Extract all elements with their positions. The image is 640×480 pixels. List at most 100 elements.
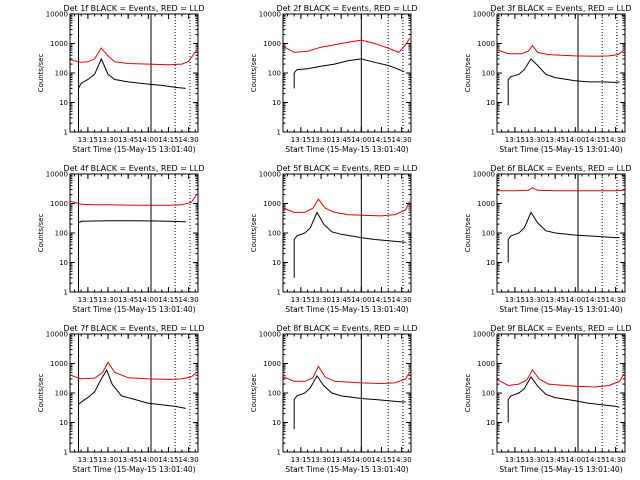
- detector-panel-1: Det 1f BLACK = Events, RED = LLD Counts/s…: [37, 4, 205, 154]
- panel-title: Det 8f BLACK = Events, RED = LLD: [276, 324, 417, 333]
- y-axis-label: Counts/sec: [464, 54, 472, 93]
- detector-panel-4: Det 4f BLACK = Events, RED = LLD Counts/s…: [37, 164, 205, 314]
- y-tick-label: 10000: [473, 331, 495, 339]
- series-red-line: [497, 44, 625, 57]
- x-tick-label: 14:00: [351, 136, 371, 144]
- x-axis-label: Start Time (15-May-15 13:01:40): [72, 145, 195, 154]
- y-tick-label: 10: [272, 259, 281, 267]
- x-tick-label: 13:45: [545, 296, 565, 304]
- y-tick-label: 10000: [46, 331, 68, 339]
- series-red-line: [283, 38, 411, 53]
- panel-title: Det 4f BLACK = Events, RED = LLD: [63, 164, 204, 173]
- x-tick-label: 13:15: [291, 456, 311, 464]
- x-tick-label: 14:00: [565, 296, 585, 304]
- y-tick-label: 1: [277, 289, 281, 297]
- x-tick-label: 14:00: [565, 456, 585, 464]
- y-tick-label: 10000: [259, 11, 281, 19]
- x-tick-label: 14:15: [371, 296, 391, 304]
- series-red-line: [283, 198, 411, 217]
- plot-frame: [282, 333, 412, 453]
- series-black-line: [293, 374, 406, 429]
- x-tick-label: 14:00: [351, 296, 371, 304]
- detector-panel-9: Det 9f BLACK = Events, RED = LLD Counts/s…: [464, 324, 632, 474]
- x-tick-label: 13:30: [311, 456, 331, 464]
- x-tick-label: 13:30: [311, 136, 331, 144]
- x-tick-label: 14:30: [179, 296, 199, 304]
- series-black-line: [78, 368, 186, 435]
- y-tick-label: 10000: [473, 171, 495, 179]
- x-tick-label: 13:30: [525, 456, 545, 464]
- x-axis-label: Start Time (15-May-15 13:01:40): [285, 465, 408, 474]
- x-tick-label: 14:30: [392, 296, 412, 304]
- plot-frame: [496, 13, 626, 133]
- x-tick-label: 13:45: [118, 296, 138, 304]
- x-tick-label: 14:15: [585, 296, 605, 304]
- panel-title: Det 2f BLACK = Events, RED = LLD: [276, 4, 417, 13]
- y-tick-label: 10: [272, 419, 281, 427]
- x-tick-label: 13:15: [78, 136, 98, 144]
- series-black-line: [78, 57, 186, 112]
- y-axis-label: Counts/sec: [250, 374, 258, 413]
- x-tick-label: 14:15: [585, 136, 605, 144]
- y-tick-label: 1000: [477, 360, 495, 368]
- x-axis-label: Start Time (15-May-15 13:01:40): [285, 145, 408, 154]
- y-axis-label: Counts/sec: [37, 214, 45, 253]
- detector-panel-3: Det 3f BLACK = Events, RED = LLD Counts/s…: [464, 4, 632, 154]
- series-black-line: [507, 375, 620, 423]
- y-tick-label: 100: [482, 390, 495, 398]
- x-tick-label: 13:30: [98, 456, 118, 464]
- series-black-line: [507, 58, 620, 106]
- y-tick-label: 1000: [477, 200, 495, 208]
- y-tick-label: 1000: [50, 200, 68, 208]
- x-tick-label: 14:15: [158, 136, 178, 144]
- x-tick-label: 14:15: [371, 456, 391, 464]
- detector-panel-7: Det 7f BLACK = Events, RED = LLD Counts/s…: [37, 324, 205, 474]
- detector-panel-5: Det 5f BLACK = Events, RED = LLD Counts/s…: [250, 164, 418, 314]
- x-tick-label: 13:15: [291, 136, 311, 144]
- x-tick-label: 14:30: [179, 136, 199, 144]
- series-red-line: [70, 194, 198, 206]
- y-tick-label: 10: [59, 99, 68, 107]
- x-tick-label: 14:15: [585, 456, 605, 464]
- detector-panel-6: Det 6f BLACK = Events, RED = LLD Counts/s…: [464, 164, 632, 314]
- panel-title: Det 7f BLACK = Events, RED = LLD: [63, 324, 204, 333]
- series-red-line: [497, 369, 625, 388]
- x-tick-label: 13:30: [525, 296, 545, 304]
- x-tick-label: 14:30: [392, 136, 412, 144]
- x-tick-label: 14:15: [371, 136, 391, 144]
- x-tick-label: 14:00: [138, 296, 158, 304]
- y-axis-label: Counts/sec: [464, 214, 472, 253]
- panel-title: Det 1f BLACK = Events, RED = LLD: [63, 4, 204, 13]
- x-tick-label: 13:30: [311, 296, 331, 304]
- y-tick-label: 1000: [50, 40, 68, 48]
- y-tick-label: 1000: [263, 200, 281, 208]
- y-tick-label: 10: [486, 419, 495, 427]
- series-red-line: [283, 365, 411, 385]
- y-axis-label: Counts/sec: [464, 374, 472, 413]
- y-tick-label: 1000: [477, 40, 495, 48]
- x-tick-label: 14:15: [158, 296, 178, 304]
- x-tick-label: 13:30: [525, 136, 545, 144]
- x-tick-label: 14:00: [138, 456, 158, 464]
- x-tick-label: 13:15: [78, 296, 98, 304]
- plot-frame: [69, 13, 199, 133]
- y-tick-label: 100: [482, 230, 495, 238]
- plot-frame: [496, 333, 626, 453]
- x-axis-label: Start Time (15-May-15 13:01:40): [499, 145, 622, 154]
- panel-title: Det 9f BLACK = Events, RED = LLD: [490, 324, 631, 333]
- y-tick-label: 1000: [263, 40, 281, 48]
- panel-title: Det 5f BLACK = Events, RED = LLD: [276, 164, 417, 173]
- x-tick-label: 13:15: [505, 136, 525, 144]
- x-tick-label: 13:15: [505, 456, 525, 464]
- x-axis-label: Start Time (15-May-15 13:01:40): [72, 305, 195, 314]
- y-tick-label: 1: [491, 289, 495, 297]
- y-tick-label: 10: [486, 259, 495, 267]
- x-tick-label: 14:00: [138, 136, 158, 144]
- series-black-line: [78, 220, 186, 245]
- plot-frame: [282, 173, 412, 293]
- series-black-line: [293, 58, 405, 89]
- x-tick-label: 13:45: [545, 136, 565, 144]
- y-tick-label: 1: [491, 449, 495, 457]
- y-tick-label: 1: [64, 129, 68, 137]
